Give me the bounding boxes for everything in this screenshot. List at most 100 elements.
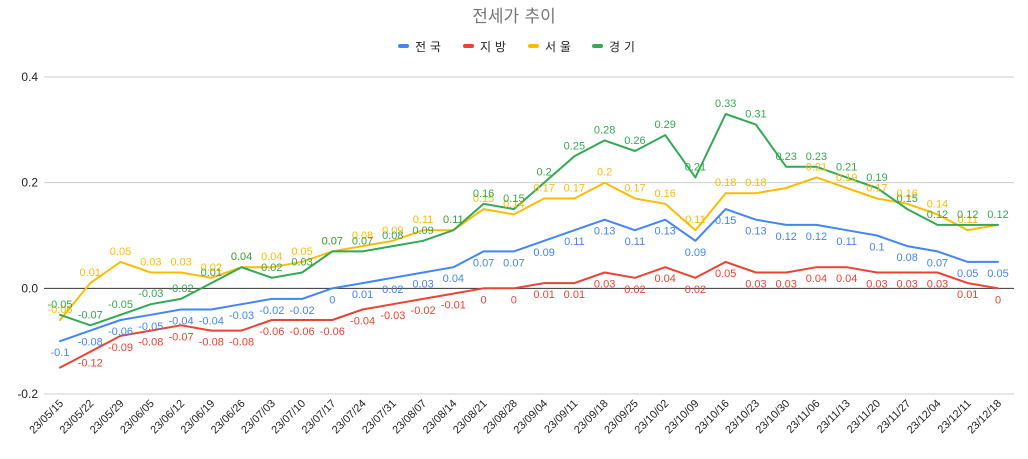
data-label: 0.09 — [685, 247, 706, 259]
data-label: 0.03 — [927, 278, 948, 290]
data-label: -0.04 — [199, 315, 224, 327]
data-label: -0.06 — [259, 326, 284, 338]
data-label: 0.03 — [412, 278, 433, 290]
data-label: 0.03 — [594, 278, 615, 290]
data-label: 0.29 — [654, 119, 675, 131]
data-label: 0.12 — [927, 209, 948, 221]
data-label: -0.02 — [259, 305, 284, 317]
data-label: 0.07 — [352, 235, 373, 247]
data-label: 0.04 — [654, 273, 675, 285]
data-label: 0.03 — [291, 256, 312, 268]
data-label: 0.07 — [503, 257, 524, 269]
data-label: 0.01 — [80, 267, 101, 279]
data-label: 0.15 — [897, 193, 918, 205]
data-label: -0.06 — [290, 326, 315, 338]
data-label: 0.09 — [533, 247, 554, 259]
data-label: 0.16 — [897, 188, 918, 200]
chart-title: 전세가 추이 — [472, 7, 556, 27]
data-label: -0.07 — [168, 331, 193, 343]
data-label: 0.25 — [564, 140, 585, 152]
y-tick-label: 0.2 — [21, 176, 38, 190]
data-label: 0.07 — [322, 235, 343, 247]
data-label: -0.08 — [199, 337, 224, 349]
data-labels: -0.1-0.08-0.06 -0.05 -0.04 -0.04 -0.03 -0.02-… — [47, 98, 1008, 370]
data-label: 0.05 — [715, 268, 736, 280]
data-label: 0.13 — [594, 226, 615, 238]
data-label: 0.05 — [957, 268, 978, 280]
data-label: 0.01 — [352, 289, 373, 301]
series-lines — [59, 113, 999, 369]
data-label: 0.01 — [564, 289, 585, 301]
data-label: 0.11 — [413, 214, 434, 226]
legend-item[interactable]: 경 기 — [592, 40, 635, 54]
data-label: 0.02 — [685, 284, 706, 296]
data-label: 0.2 — [597, 167, 612, 179]
data-label: 0.23 — [775, 151, 796, 163]
data-label: -0.1 — [51, 347, 70, 359]
data-label: 0.11 — [564, 236, 585, 248]
data-label: 0 — [995, 294, 1001, 306]
y-tick-label: -0.2 — [17, 387, 38, 401]
data-label: 0.12 — [987, 209, 1008, 221]
data-label: -0.02 — [290, 305, 315, 317]
data-label: 0.16 — [473, 188, 494, 200]
data-label: 0.17 — [533, 183, 554, 195]
gridlines — [44, 76, 1014, 395]
legend-label: 경 기 — [609, 40, 635, 54]
data-label: -0.03 — [380, 310, 405, 322]
y-axis: -0.2 0.0 0.2 0.4 — [17, 70, 38, 401]
data-label: 0.15 — [503, 193, 524, 205]
data-label: -0.05 — [138, 321, 163, 333]
legend-item[interactable]: 전 국 — [398, 40, 441, 54]
data-label: 0.01 — [533, 289, 554, 301]
x-axis: 23/05/1523/05/2223/05/2923/06/0523/06/12… — [27, 398, 1004, 437]
data-label: 0.13 — [654, 226, 675, 238]
data-label: 0 — [481, 294, 487, 306]
data-label: -0.08 — [138, 337, 163, 349]
data-label: 0.15 — [473, 193, 494, 205]
data-label: 0.12 — [957, 209, 978, 221]
legend-item[interactable]: 지 방 — [463, 40, 506, 54]
y-tick-label: 0.4 — [21, 70, 38, 84]
data-label: 0.19 — [836, 172, 857, 184]
data-label: -0.06 — [108, 326, 133, 338]
data-label: 0.13 — [745, 226, 766, 238]
data-label: -0.09 — [108, 342, 133, 354]
data-label: 0.11 — [836, 236, 857, 248]
data-label: -0.02 — [411, 305, 436, 317]
data-label: -0.08 — [78, 337, 103, 349]
data-label: 0.04 — [261, 251, 282, 263]
data-label: 0.09 — [382, 225, 403, 237]
data-label: 0.02 — [624, 284, 645, 296]
data-label: 0.03 — [140, 256, 161, 268]
data-label: 0.11 — [957, 214, 978, 226]
series-line — [59, 260, 999, 369]
data-label: -0.03 — [138, 288, 163, 300]
data-label: 0.28 — [594, 124, 615, 136]
data-label: 0 — [329, 294, 335, 306]
data-label: 0.07 — [322, 235, 343, 247]
series-line — [59, 176, 999, 321]
legend-label: 서 울 — [545, 40, 571, 54]
data-label: 0.01 — [957, 289, 978, 301]
data-label: -0.06 — [320, 326, 345, 338]
data-label: 0.11 — [443, 214, 464, 226]
data-label: 0.05 — [291, 246, 312, 258]
data-label: 0.15 — [715, 215, 736, 227]
legend-swatch — [592, 44, 603, 48]
data-label: 0.21 — [806, 161, 827, 173]
data-label: -0.02 — [168, 283, 193, 295]
legend-item[interactable]: 서 울 — [528, 40, 571, 54]
data-label: 0.08 — [897, 252, 918, 264]
data-label: -0.12 — [78, 358, 103, 370]
data-label: 0.03 — [775, 278, 796, 290]
data-label: 0.02 — [382, 284, 403, 296]
data-label: 0.08 — [382, 230, 403, 242]
data-label: 0.03 — [897, 278, 918, 290]
data-label: 0.11 — [443, 214, 464, 226]
data-label: -0.01 — [441, 300, 466, 312]
data-label: 0.17 — [564, 183, 585, 195]
data-label: -0.04 — [168, 315, 193, 327]
data-label: 0.11 — [625, 236, 646, 248]
